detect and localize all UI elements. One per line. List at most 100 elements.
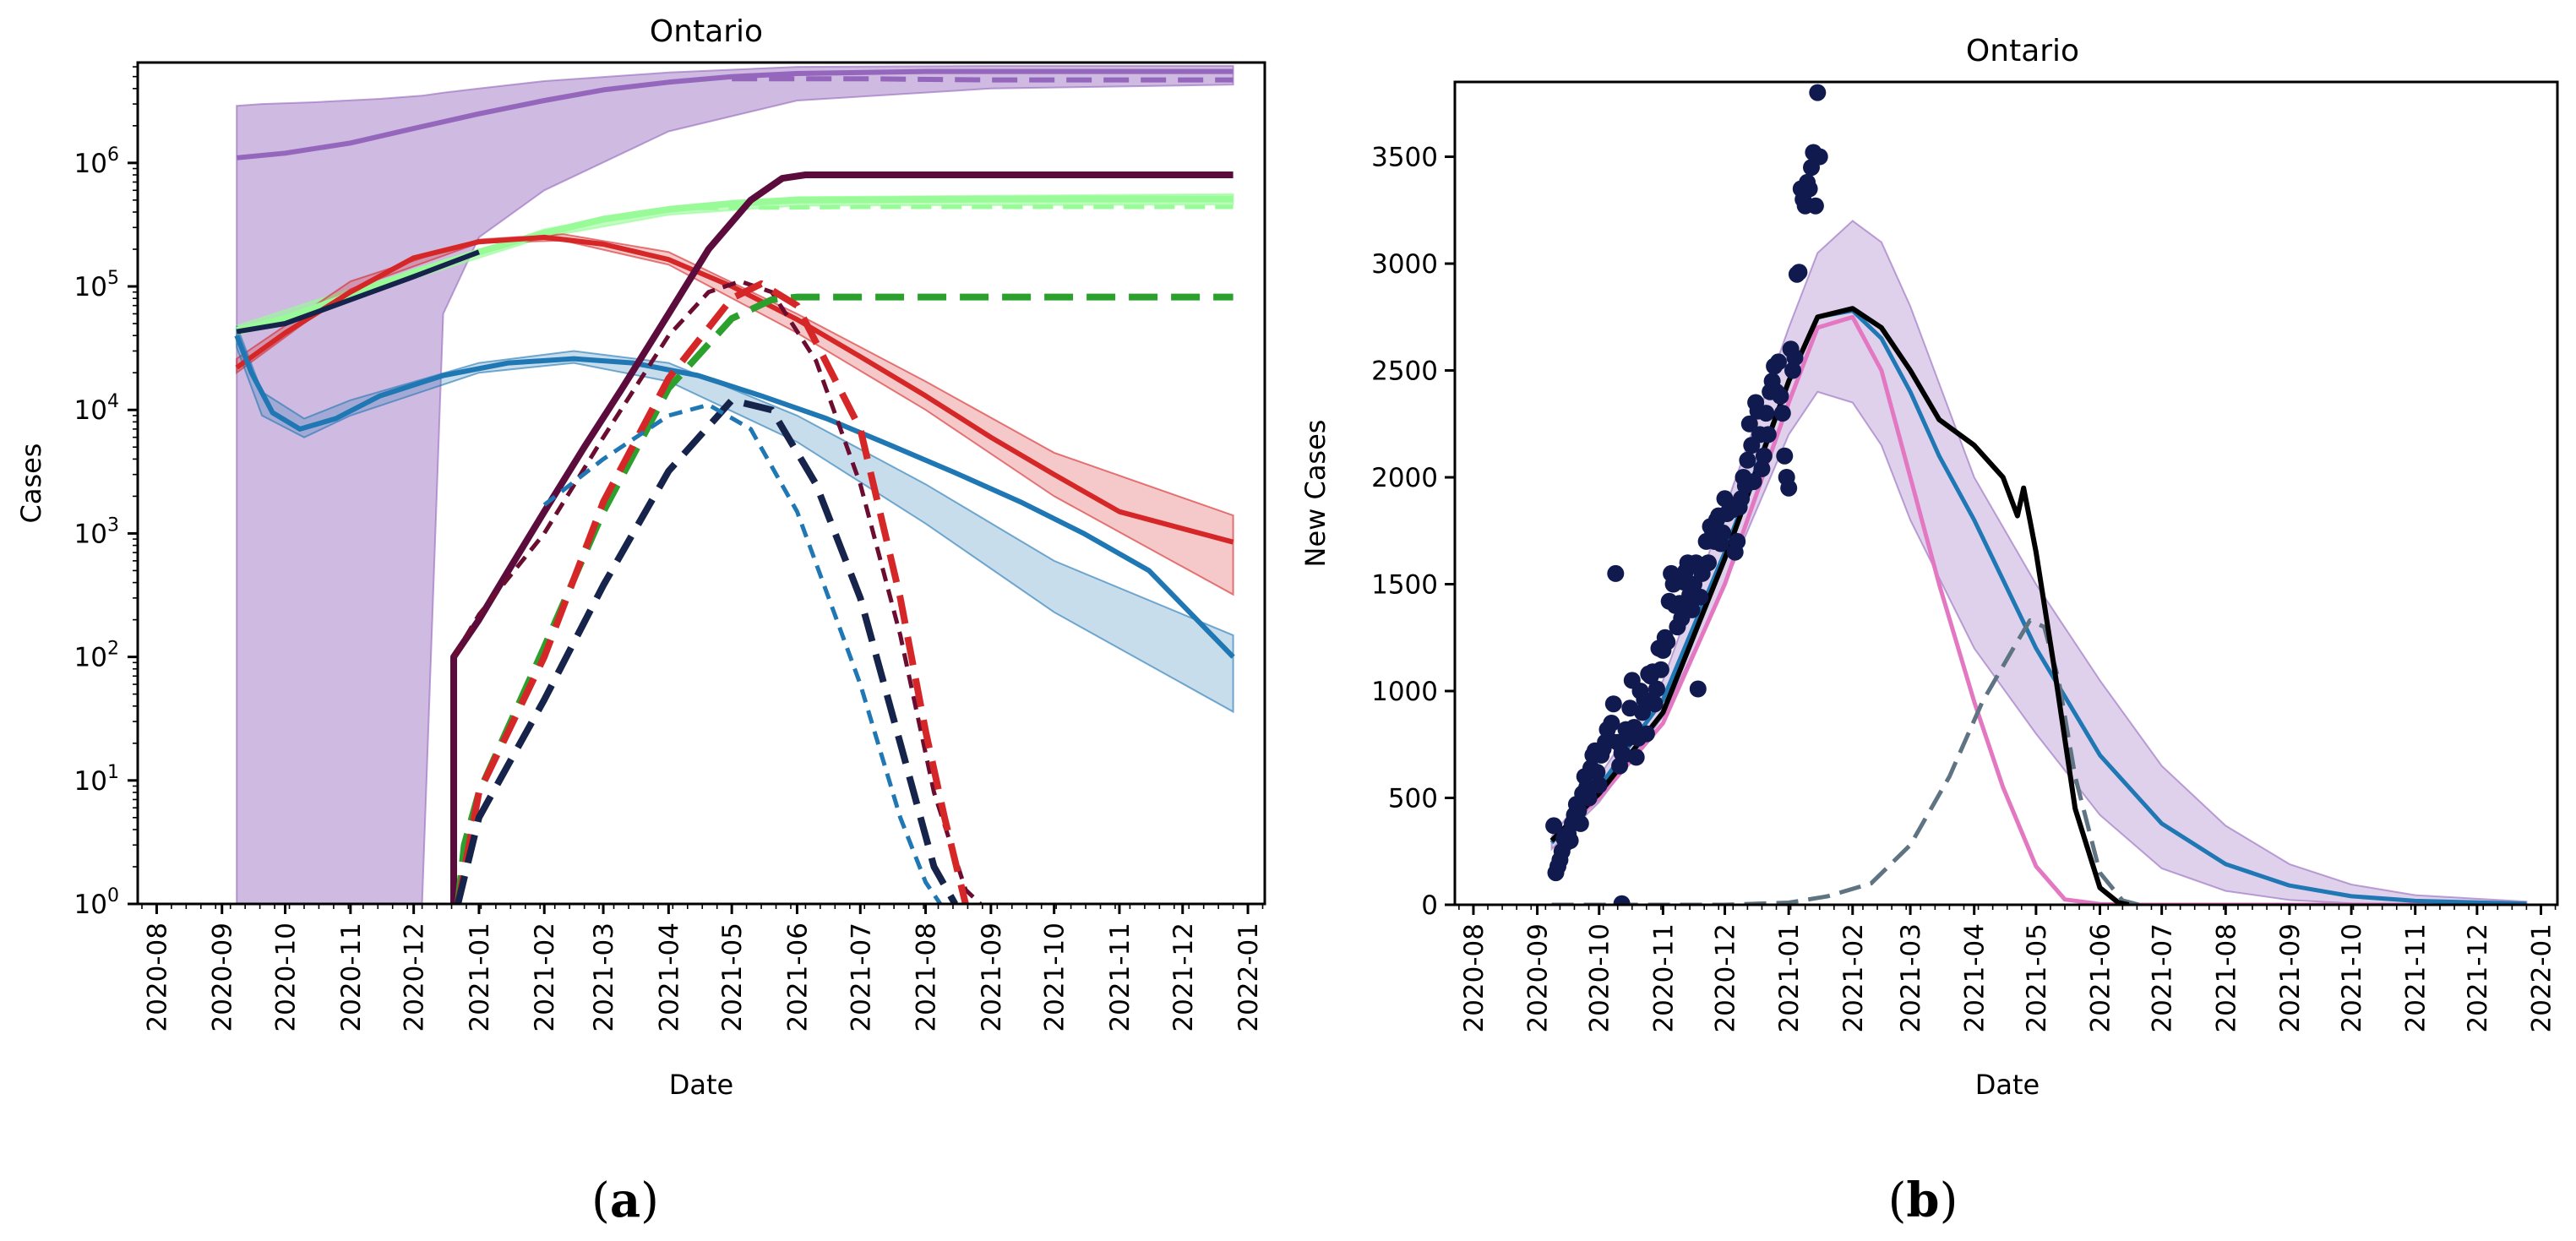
- panel-a-series-light-green-dashed: [698, 204, 1234, 210]
- panel-a-x-tick-label: 2021-09: [977, 923, 1007, 1032]
- panel-b-data-point: [1790, 264, 1808, 281]
- panel-a-x-axis: 2020-08 2020-09 2020-10 2020-11 2020-12 2021-…: [141, 904, 1264, 1032]
- panel-a-x-tick-label: 2020-08: [142, 923, 172, 1032]
- panel-b-data-point: [1811, 148, 1828, 166]
- panel-b-y-axis: 0 500 1000 1500 2000 2500 3000 3500: [1371, 143, 1455, 921]
- panel-b-data-point: [1570, 802, 1588, 819]
- panel-a-series-maroon-solid: [450, 171, 1234, 904]
- panel-a-x-tick-label: 2020-11: [336, 923, 367, 1032]
- panel-a-x-tick-label: 2021-06: [782, 923, 813, 1032]
- panel-a-purple-band: [236, 65, 1234, 904]
- panel-a-x-tick-label: 2021-08: [912, 923, 942, 1032]
- panel-a-x-tick-label: 2021-12: [1168, 923, 1199, 1032]
- panel-b-x-tick-label: 2021-04: [1960, 923, 1991, 1033]
- panel-b-data-point: [1634, 704, 1651, 721]
- panel-a-series-red-dashed: [455, 280, 969, 904]
- panel-b-data-point: [1745, 473, 1762, 491]
- panel-b-data-point: [1648, 680, 1665, 698]
- panel-b-data-point: [1759, 426, 1777, 444]
- panel-b-data-point: [1613, 895, 1631, 905]
- panel-b-x-label: Date: [1975, 1069, 2040, 1101]
- panel-b-x-tick-label: 2021-12: [2463, 923, 2493, 1033]
- panel-b-y-tick-label: 0: [1421, 890, 1438, 921]
- panel-a-y-tick-label: 106: [74, 144, 119, 179]
- panel-a-y-tick-label: 103: [74, 514, 119, 549]
- panel-b-x-tick-label: 2020-11: [1648, 923, 1679, 1033]
- panel-b-x-tick-label: 2021-10: [2337, 923, 2367, 1033]
- panel-b-x-tick-label: 2021-08: [2211, 923, 2241, 1033]
- panel-b-x-tick-label: 2021-05: [2022, 923, 2052, 1033]
- panel-b-data-point: [1714, 524, 1732, 542]
- panel-b-data-point: [1700, 554, 1717, 572]
- panel-a-x-tick-label: 2021-11: [1105, 923, 1136, 1032]
- panel-a-title: Ontario: [650, 14, 763, 49]
- panel-b-data-point: [1809, 84, 1827, 101]
- panel-b-y-tick-label: 3000: [1371, 249, 1438, 280]
- panel-b-data-point: [1607, 564, 1625, 582]
- panel-b-data-point: [1627, 748, 1645, 766]
- panel-b-data-point: [1739, 451, 1756, 469]
- panel-b-data-point: [1588, 764, 1606, 781]
- panel-a-x-label: Date: [669, 1069, 733, 1101]
- panel-b-data-point: [1800, 180, 1818, 198]
- panel-a-y-tick-label: 101: [74, 762, 119, 797]
- panel-b-x-tick-label: 2020-09: [1523, 923, 1554, 1033]
- panel-b-x-tick-label: 2021-01: [1774, 923, 1805, 1033]
- caption-b: (b): [1888, 1173, 1958, 1228]
- panel-a-series-blue-dashed: [542, 402, 943, 904]
- panel-b-data-point: [1545, 817, 1563, 835]
- panel-b-x-tick-label: 2021-06: [2085, 923, 2116, 1033]
- panel-b-y-tick-label: 2000: [1371, 463, 1438, 493]
- panel-b-data-point: [1571, 814, 1589, 832]
- panel-a-cases-log-chart: Ontario 2020-08 2020-09 2020-10 2020-11 2020…: [15, 14, 1266, 1228]
- panel-b-data-point: [1776, 447, 1794, 465]
- panel-a-x-tick-label: 2021-03: [589, 923, 619, 1032]
- panel-b-data-point: [1561, 832, 1579, 850]
- panel-b-data-point: [1733, 490, 1751, 508]
- panel-b-data-point: [1772, 387, 1789, 405]
- panel-a-series-red-solid: [235, 234, 1234, 545]
- panel-a-x-tick-label: 2021-02: [530, 923, 560, 1032]
- panel-b-new-cases-chart: Ontario 2020-08 2020-09 2020-10 2020-11 2020…: [1299, 34, 2559, 1228]
- panel-b-data-point: [1580, 789, 1598, 807]
- panel-a-x-tick-label: 2020-09: [208, 923, 238, 1032]
- panel-a-y-label: Cases: [15, 444, 47, 524]
- panel-b-data-point: [1683, 601, 1701, 618]
- panel-a-plot-frame: [136, 61, 1266, 906]
- panel-b-data-point: [1691, 588, 1709, 606]
- panel-a-series-lines: [234, 68, 1235, 904]
- panel-b-x-tick-label: 2021-07: [2148, 923, 2178, 1033]
- panel-b-data-point: [1773, 405, 1791, 422]
- panel-b-data-point: [1740, 415, 1758, 433]
- panel-a-y-tick-label: 102: [74, 639, 119, 673]
- panel-b-y-label: New Cases: [1299, 420, 1332, 568]
- panel-b-data-point: [1590, 776, 1608, 794]
- panel-a-y-tick-label: 104: [74, 391, 119, 426]
- panel-a-series-navy-dashed: [455, 396, 958, 904]
- caption-a: (a): [591, 1173, 659, 1228]
- panel-b-x-tick-label: 2021-02: [1838, 923, 1869, 1033]
- panel-b-x-tick-label: 2021-03: [1896, 923, 1926, 1033]
- panel-b-data-point: [1603, 715, 1620, 732]
- panel-b-data-point: [1615, 746, 1632, 764]
- panel-b-title: Ontario: [1966, 34, 2079, 68]
- panel-a-x-tick-label: 2021-05: [717, 923, 748, 1032]
- panel-b-x-tick-label: 2021-11: [2401, 923, 2432, 1033]
- panel-b-data-point: [1780, 479, 1798, 497]
- panel-b-x-tick-label: 2020-12: [1711, 923, 1741, 1033]
- panel-b-data-point: [1637, 725, 1655, 743]
- panel-b-confidence-band: [1550, 220, 2528, 905]
- panel-a-y-tick-label: 105: [74, 268, 119, 302]
- panel-b-x-tick-label: 2021-09: [2275, 923, 2306, 1033]
- panel-a-series-navy-solid: [236, 249, 480, 335]
- panel-b-purple-band: [1550, 220, 2528, 905]
- panel-b-data-point: [1689, 680, 1707, 698]
- panel-b-plot-frame: [1453, 80, 2559, 906]
- panel-b-data-point: [1784, 362, 1801, 379]
- panel-a-series-purple-solid: [236, 68, 1234, 161]
- panel-b-data-point: [1646, 695, 1664, 713]
- panel-b-data-point: [1658, 633, 1676, 650]
- panel-a-series-blue-solid: [234, 335, 1235, 659]
- panel-b-scatter-points: [1545, 84, 1828, 905]
- panel-b-data-point: [1757, 405, 1775, 422]
